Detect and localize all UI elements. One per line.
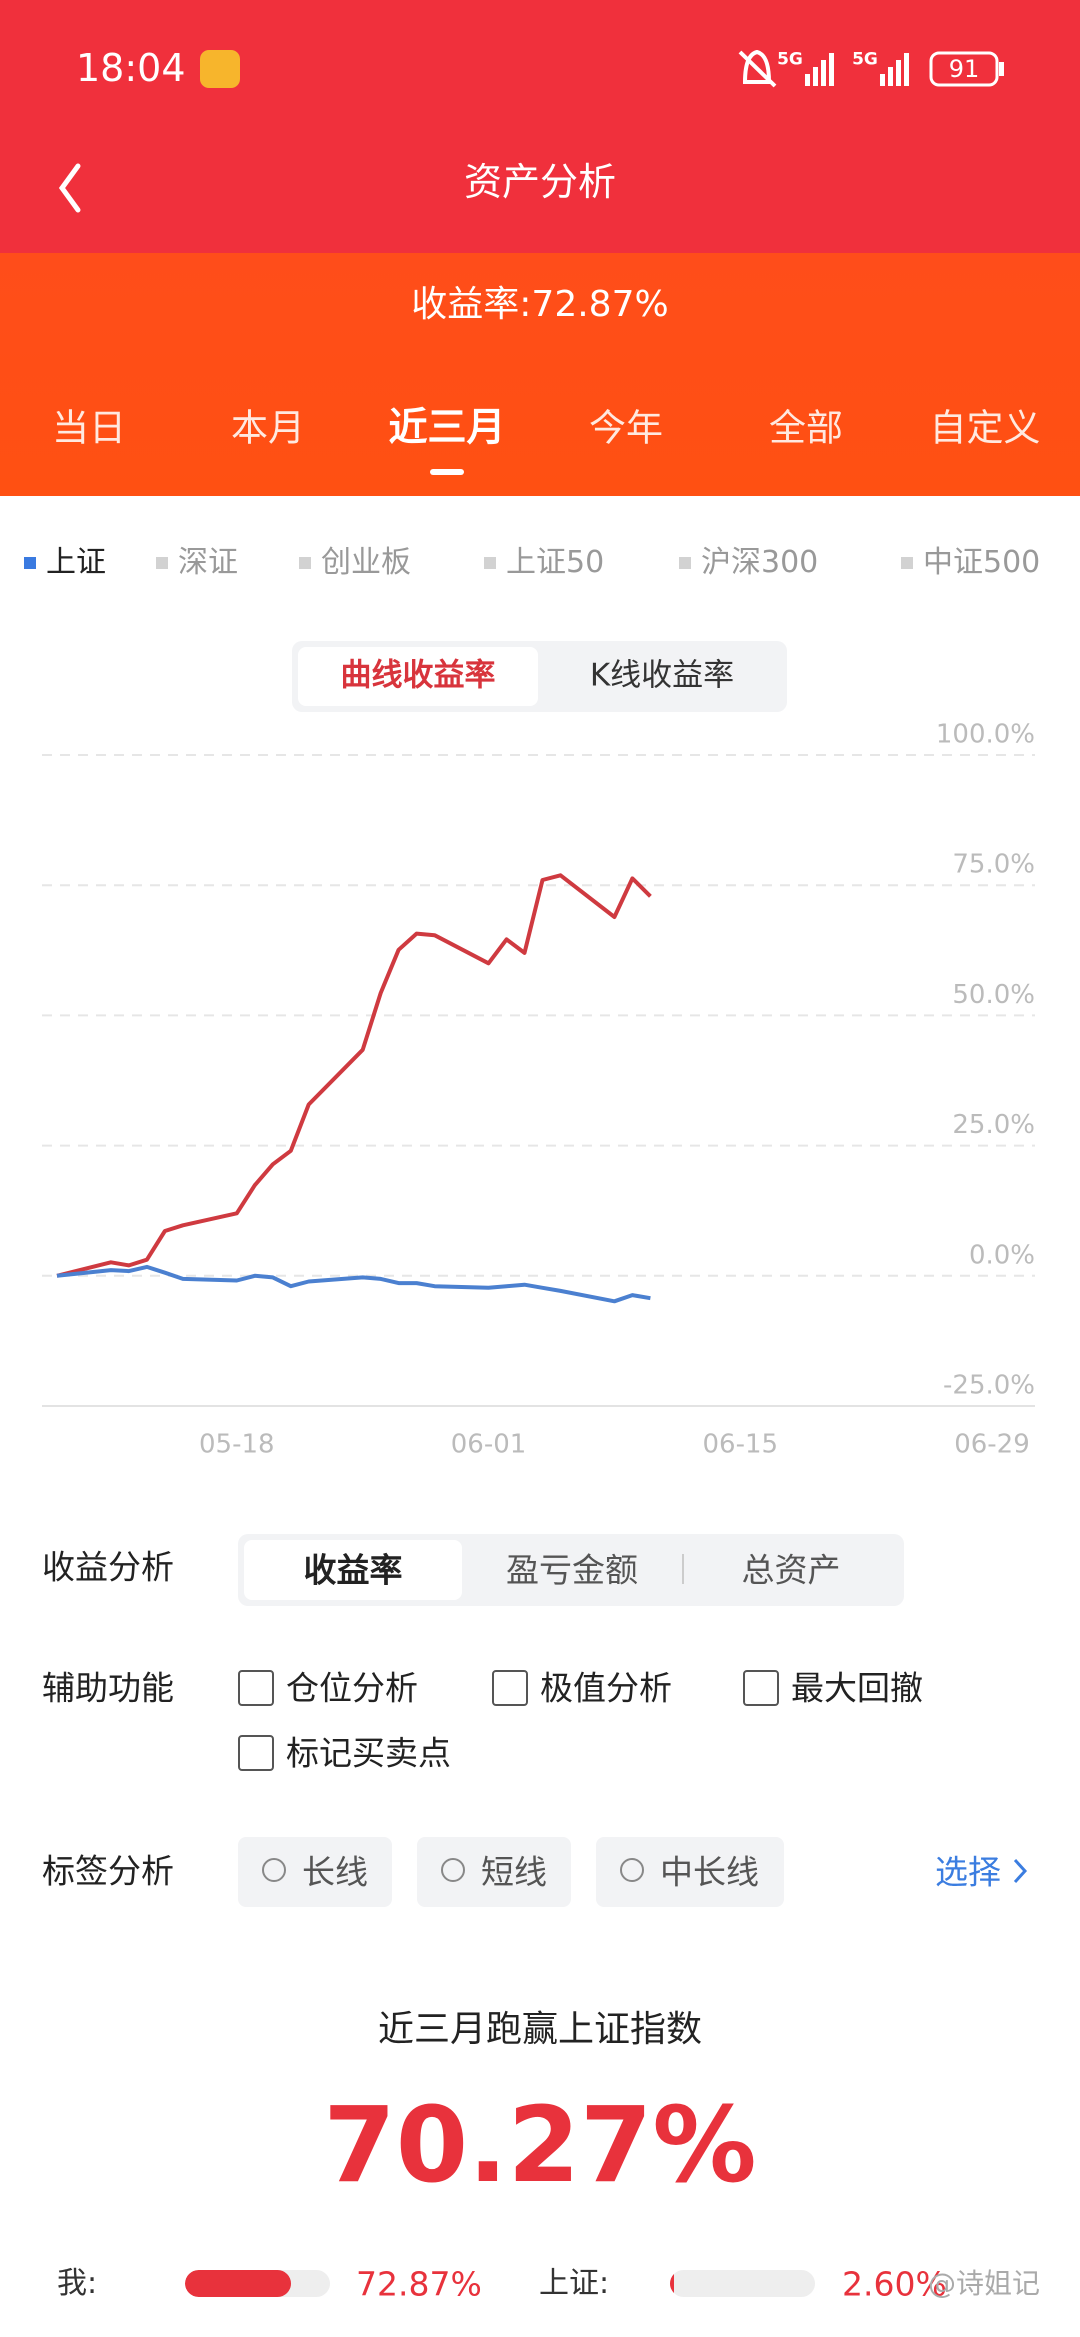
index-tab[interactable]: 沪深300 [701, 545, 819, 580]
series-line [56, 1264, 651, 1304]
index-marker [24, 557, 36, 569]
aux-option[interactable]: 极值分析 [540, 1668, 672, 1708]
index-tab[interactable]: 中证500 [923, 545, 1041, 580]
aux-option[interactable]: 仓位分析 [286, 1668, 418, 1708]
toggle-selected [298, 647, 538, 706]
compare-value: 72.87% [356, 2264, 482, 2304]
checkbox[interactable] [238, 1670, 274, 1706]
section-label: 辅助功能 [42, 1668, 174, 1708]
tab-divider [682, 1554, 684, 1584]
analysis-tab[interactable]: 盈亏金额 [506, 1550, 638, 1590]
checkbox[interactable] [492, 1670, 528, 1706]
period-tab[interactable]: 近三月 [388, 405, 506, 451]
period-tab[interactable]: 本月 [231, 406, 305, 450]
y-tick-label: 100.0% [936, 720, 1035, 750]
index-marker [484, 557, 496, 569]
back-button[interactable] [58, 163, 81, 213]
tag-option: 长线 [302, 1852, 368, 1892]
index-marker [156, 557, 168, 569]
status-time: 18:04 [76, 46, 186, 90]
period-tab[interactable]: 今年 [589, 406, 663, 450]
compare-value: 2.60% [842, 2264, 947, 2304]
analysis-tab[interactable]: 收益率 [303, 1550, 403, 1590]
aux-option[interactable]: 最大回撤 [791, 1668, 923, 1708]
status-bar [0, 0, 1080, 253]
tab-underline [430, 469, 464, 475]
toggle-option[interactable]: 曲线收益率 [340, 657, 496, 694]
weibo-icon [200, 50, 240, 88]
network-label: 5G [852, 49, 878, 70]
analysis-selected [244, 1540, 462, 1600]
tag-option: 中长线 [660, 1852, 759, 1892]
battery-icon [929, 51, 999, 87]
aux-option[interactable]: 标记买卖点 [286, 1733, 451, 1773]
compare-bar [185, 2270, 291, 2297]
tag-action[interactable]: 选择 [935, 1852, 1001, 1892]
index-tab[interactable]: 上证50 [506, 545, 605, 580]
section-label: 标签分析 [42, 1851, 174, 1891]
compare-track [670, 2270, 815, 2297]
period-tab[interactable]: 当日 [52, 406, 126, 450]
index-tab[interactable]: 创业板 [321, 545, 411, 580]
chevron[interactable] [1010, 1856, 1030, 1886]
return-rate: 收益率:72.87% [411, 284, 669, 325]
y-tick-label: -25.0% [943, 1371, 1035, 1401]
x-tick-label: 06-15 [702, 1430, 778, 1460]
summary-band [0, 253, 1080, 496]
index-tab[interactable]: 上证 [46, 545, 106, 580]
excess-return: 70.27% [323, 2084, 757, 2206]
watermark: @诗姐记 [927, 2267, 1040, 2300]
x-tick-label: 06-01 [451, 1430, 527, 1460]
chart: 100.0% 75.0% 50.0% 25.0% 0.0% -25.0% 05-18 06-0… [42, 720, 1035, 1460]
header-icons [58, 49, 1004, 213]
signal-icon [805, 53, 909, 86]
network-label: 5G [777, 49, 803, 70]
checkbox[interactable] [743, 1670, 779, 1706]
analysis-tab[interactable]: 总资产 [741, 1550, 841, 1590]
compare-name: 我: [57, 2266, 98, 2301]
y-tick-label: 75.0% [952, 850, 1035, 880]
x-tick-label: 06-29 [954, 1430, 1030, 1460]
tag-option: 短线 [481, 1852, 547, 1892]
radio [262, 1858, 286, 1882]
index-marker [679, 557, 691, 569]
x-tick-label: 05-18 [199, 1430, 275, 1460]
battery-tip [999, 62, 1004, 76]
index-tab[interactable]: 深证 [178, 545, 238, 580]
page-title: 资产分析 [463, 160, 617, 204]
radio [441, 1858, 465, 1882]
series-line [56, 873, 652, 1278]
radio [620, 1858, 644, 1882]
period-tab[interactable]: 全部 [769, 406, 843, 450]
period-tab[interactable]: 自定义 [929, 406, 1041, 450]
section-label: 收益分析 [42, 1547, 174, 1587]
index-marker [901, 557, 913, 569]
y-tick-label: 25.0% [952, 1110, 1035, 1140]
comparison-title: 近三月跑赢上证指数 [377, 2009, 703, 2050]
mute-icon [738, 49, 777, 88]
index-marker [299, 557, 311, 569]
y-tick-label: 50.0% [952, 980, 1035, 1010]
checkbox[interactable] [238, 1735, 274, 1771]
battery-level: 91 [948, 55, 980, 83]
y-tick-label: 0.0% [969, 1240, 1035, 1270]
compare-name: 上证: [539, 2266, 610, 2301]
toggle-option[interactable]: K线收益率 [589, 657, 735, 694]
compare-track [185, 2270, 330, 2297]
compare-bar [670, 2270, 674, 2297]
